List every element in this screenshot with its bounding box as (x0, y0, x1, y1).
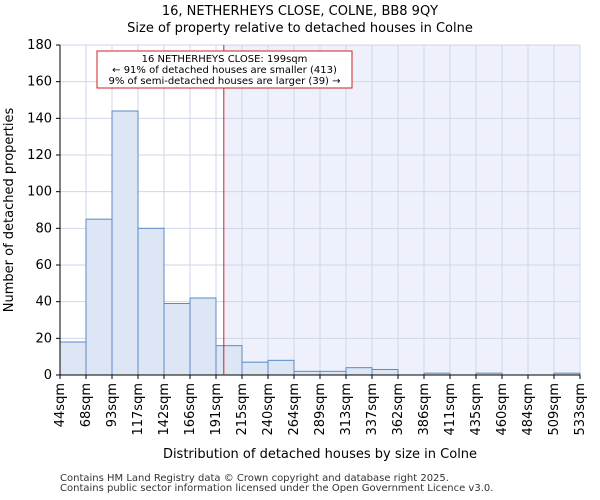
x-tick-label: 289sqm (313, 383, 328, 436)
annotation-line: ← 91% of detached houses are smaller (41… (112, 65, 337, 76)
x-tick-label: 68sqm (79, 383, 94, 427)
annotation-box (96, 50, 353, 89)
bar (163, 303, 191, 376)
footer-copyright: Contains HM Land Registry data © Crown c… (60, 473, 449, 484)
y-tick-label: 160 (27, 75, 52, 90)
y-tick-label: 80 (35, 221, 52, 236)
bar (137, 227, 165, 376)
y-tick-label: 40 (35, 295, 52, 310)
larger-region-shade (223, 45, 581, 375)
x-tick-label: 264sqm (287, 383, 302, 436)
annotation-line: 16 NETHERHEYS CLOSE: 199sqm (142, 54, 308, 65)
bar (267, 359, 295, 376)
bar (319, 370, 347, 376)
x-tick-label: 484sqm (521, 383, 536, 436)
annotation-line: 9% of semi-detached houses are larger (3… (108, 76, 340, 87)
y-tick-label: 140 (27, 111, 52, 126)
bar (345, 367, 373, 376)
x-axis-title: Distribution of detached houses by size … (163, 447, 477, 462)
chart-title: 16, NETHERHEYS CLOSE, COLNE, BB8 9QY (161, 4, 439, 19)
x-tick-label: 337sqm (365, 383, 380, 436)
y-tick-label: 0 (44, 368, 52, 383)
y-tick-label: 180 (27, 38, 52, 53)
x-tick-label: 435sqm (469, 383, 484, 436)
x-tick-label: 44sqm (53, 383, 68, 427)
x-tick-label: 117sqm (131, 383, 146, 436)
bar (215, 345, 243, 376)
bar (111, 110, 139, 376)
y-tick-label: 20 (35, 331, 52, 346)
x-tick-label: 240sqm (261, 383, 276, 436)
footer-licence: Contains public sector information licen… (60, 483, 494, 494)
y-tick-label: 100 (27, 185, 52, 200)
bar (189, 297, 217, 376)
x-tick-label: 386sqm (417, 383, 432, 436)
x-tick-label: 362sqm (391, 383, 406, 436)
x-tick-label: 191sqm (209, 383, 224, 436)
y-axis-title: Number of detached properties (2, 108, 17, 313)
x-tick-label: 509sqm (547, 383, 562, 436)
x-tick-label: 313sqm (339, 383, 354, 436)
x-tick-label: 166sqm (183, 383, 198, 436)
bar (85, 218, 113, 376)
x-tick-label: 411sqm (443, 383, 458, 436)
chart-subtitle: Size of property relative to detached ho… (127, 21, 473, 36)
bar (371, 369, 399, 376)
bar (59, 341, 87, 376)
x-tick-label: 460sqm (495, 383, 510, 436)
bar (293, 370, 321, 376)
y-tick-label: 120 (27, 148, 52, 163)
x-tick-label: 533sqm (573, 383, 588, 436)
x-tick-label: 142sqm (157, 383, 172, 436)
bar (241, 361, 269, 376)
x-tick-label: 93sqm (105, 383, 120, 427)
x-tick-label: 215sqm (235, 383, 250, 436)
y-tick-label: 60 (35, 258, 52, 273)
